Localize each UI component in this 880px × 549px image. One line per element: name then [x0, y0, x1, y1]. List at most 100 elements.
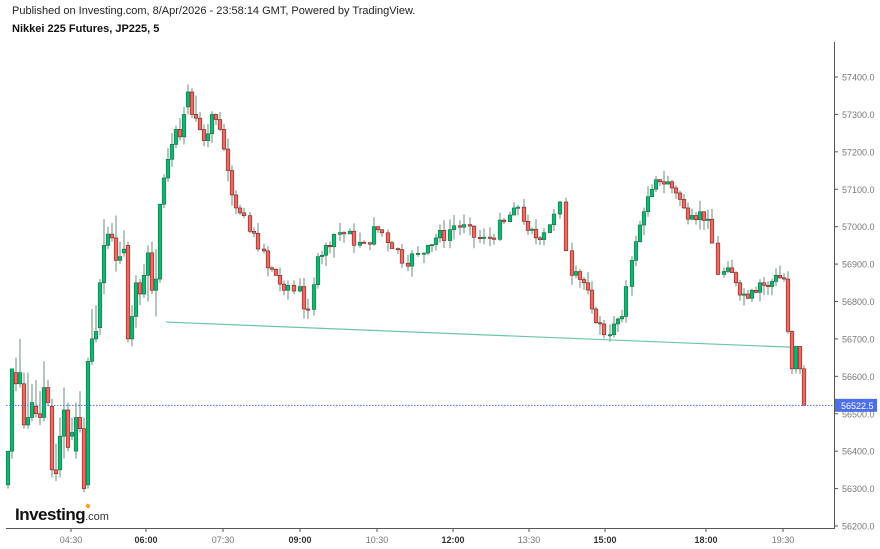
candle-down	[601, 323, 607, 336]
candle-up	[97, 282, 103, 328]
candle-down	[361, 241, 367, 244]
time-axis[interactable]: 04:30 06:00 07:30 09:00 10:30 12:00 13:30 15:00…	[60, 528, 795, 545]
candle-down	[137, 282, 143, 295]
logo-dot-icon	[85, 503, 91, 509]
candle-down	[563, 201, 569, 252]
candle-up	[371, 226, 377, 245]
candle-up	[515, 206, 521, 209]
candle-up	[665, 181, 671, 185]
price-tick-label: 56500.0	[842, 409, 875, 419]
candle-up	[141, 275, 147, 295]
candle-down	[379, 229, 385, 234]
candle-down	[201, 129, 207, 141]
price-tick-label: 57100.0	[842, 185, 875, 195]
candle-down	[45, 387, 51, 403]
candle-down	[341, 232, 347, 235]
time-tick-label: 12:00	[441, 535, 464, 545]
candle-up	[93, 331, 99, 340]
candle-up	[173, 129, 179, 145]
candle-down	[491, 237, 497, 240]
candle-down	[351, 230, 357, 246]
candle-down	[193, 114, 199, 119]
price-tick-label: 57300.0	[842, 110, 875, 120]
candle-down	[65, 409, 71, 448]
candle-up	[209, 114, 215, 135]
candle-down	[801, 368, 807, 406]
time-tick-label: 19:30	[772, 535, 795, 545]
candle-down	[577, 271, 583, 280]
candle-up	[9, 368, 15, 452]
candle-down	[789, 331, 795, 370]
candle-down	[399, 249, 405, 264]
candle-down	[233, 194, 239, 209]
candle-down	[797, 346, 803, 370]
candle-down	[753, 289, 759, 293]
candle-up	[433, 237, 439, 245]
candle-up	[741, 293, 747, 296]
candle-up	[461, 224, 467, 228]
candle-down	[389, 242, 395, 249]
candle-down	[21, 383, 27, 426]
candle-down	[281, 283, 287, 291]
candle-down	[589, 289, 595, 310]
candle-down	[81, 428, 87, 489]
candle-down	[681, 199, 687, 209]
investing-logo: Investing.com	[15, 503, 109, 525]
candle-down	[777, 275, 783, 279]
candle-down	[301, 286, 307, 310]
candle-down	[471, 225, 477, 238]
candle-up	[447, 229, 453, 241]
candle-up	[415, 253, 421, 255]
candle-up	[611, 323, 617, 335]
candle-down	[733, 272, 739, 284]
candle-down	[37, 413, 43, 418]
candle-down	[197, 117, 203, 130]
candle-down	[269, 267, 275, 270]
candle-down	[709, 218, 715, 244]
candle-up	[105, 233, 111, 246]
candle-down	[251, 231, 257, 234]
candle-up	[57, 435, 63, 471]
candle-up	[101, 245, 107, 284]
candle-up	[17, 372, 23, 385]
candle-down	[501, 219, 507, 223]
price-tick-label: 56400.0	[842, 447, 875, 457]
candle-up	[637, 224, 643, 242]
candle-up	[29, 402, 35, 418]
trendline[interactable]	[165, 321, 791, 348]
candle-down	[149, 252, 155, 291]
candle-down	[677, 192, 683, 200]
candle-down	[375, 226, 381, 231]
candle-down	[477, 236, 483, 239]
candle-down	[241, 212, 247, 216]
price-tick-label: 56800.0	[842, 297, 875, 307]
candle-up	[69, 432, 75, 437]
candle-up	[607, 334, 613, 337]
candle-down	[441, 230, 447, 241]
candle-down	[247, 215, 253, 232]
candle-up	[481, 236, 487, 239]
candle-down	[701, 211, 707, 221]
candle-down	[673, 187, 679, 194]
candles-layer	[5, 84, 807, 493]
candle-up	[633, 241, 639, 261]
candle-down	[217, 119, 223, 130]
candle-up	[319, 254, 325, 257]
candle-down	[77, 417, 83, 430]
candle-up	[315, 256, 321, 286]
time-tick-label: 18:00	[694, 535, 717, 545]
candle-up	[557, 201, 563, 215]
candle-up	[285, 285, 291, 291]
candle-down	[385, 232, 391, 243]
candle-up	[357, 241, 363, 246]
candle-up	[121, 248, 127, 254]
candle-up	[437, 230, 443, 239]
candle-down	[467, 224, 473, 227]
candle-down	[255, 232, 261, 250]
candle-down	[229, 170, 235, 196]
price-tick-label: 57000.0	[842, 222, 875, 232]
price-axis[interactable]: 56200.0 56300.0 56400.0 56500.0 56600.0 56700…	[834, 73, 875, 532]
candle-down	[305, 308, 311, 311]
candle-up	[725, 267, 731, 272]
